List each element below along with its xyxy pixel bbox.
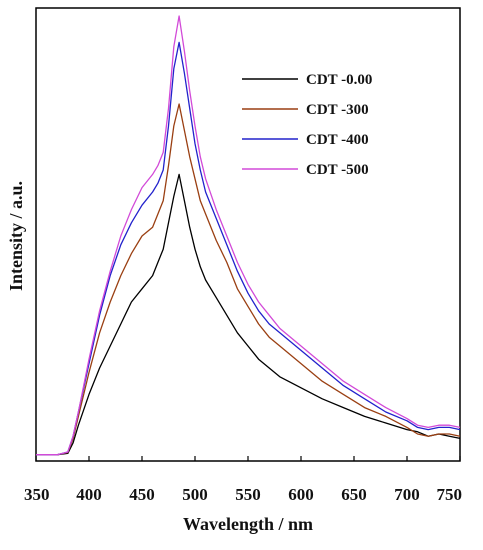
x-tick-label: 750 [437,485,463,504]
x-tick-label: 650 [341,485,367,504]
x-tick-label: 600 [288,485,314,504]
legend-label-1: CDT -0.00 [306,72,372,88]
x-tick-label: 350 [24,485,50,504]
legend-label-4: CDT -500 [306,162,369,178]
series-line-3 [36,41,461,456]
x-tick-label: 500 [182,485,208,504]
x-axis-title: Wavelength / nm [183,514,313,534]
series-line-2 [36,103,461,456]
y-axis-title: Intensity / a.u. [6,181,26,291]
series-line-4 [36,15,461,456]
legend: CDT -0.00 CDT -300 CDT -400 CDT -500 [242,72,372,178]
legend-label-2: CDT -300 [306,102,369,118]
series-line-1 [36,173,461,456]
x-tick-label: 400 [76,485,102,504]
series-curves [36,15,461,456]
x-tick-label: 450 [129,485,155,504]
legend-label-3: CDT -400 [306,132,369,148]
x-axis-ticks: 350 400 450 500 550 600 650 700 750 [24,456,462,504]
x-tick-label: 700 [394,485,420,504]
plot-frame [35,7,461,462]
x-tick-label: 550 [235,485,261,504]
